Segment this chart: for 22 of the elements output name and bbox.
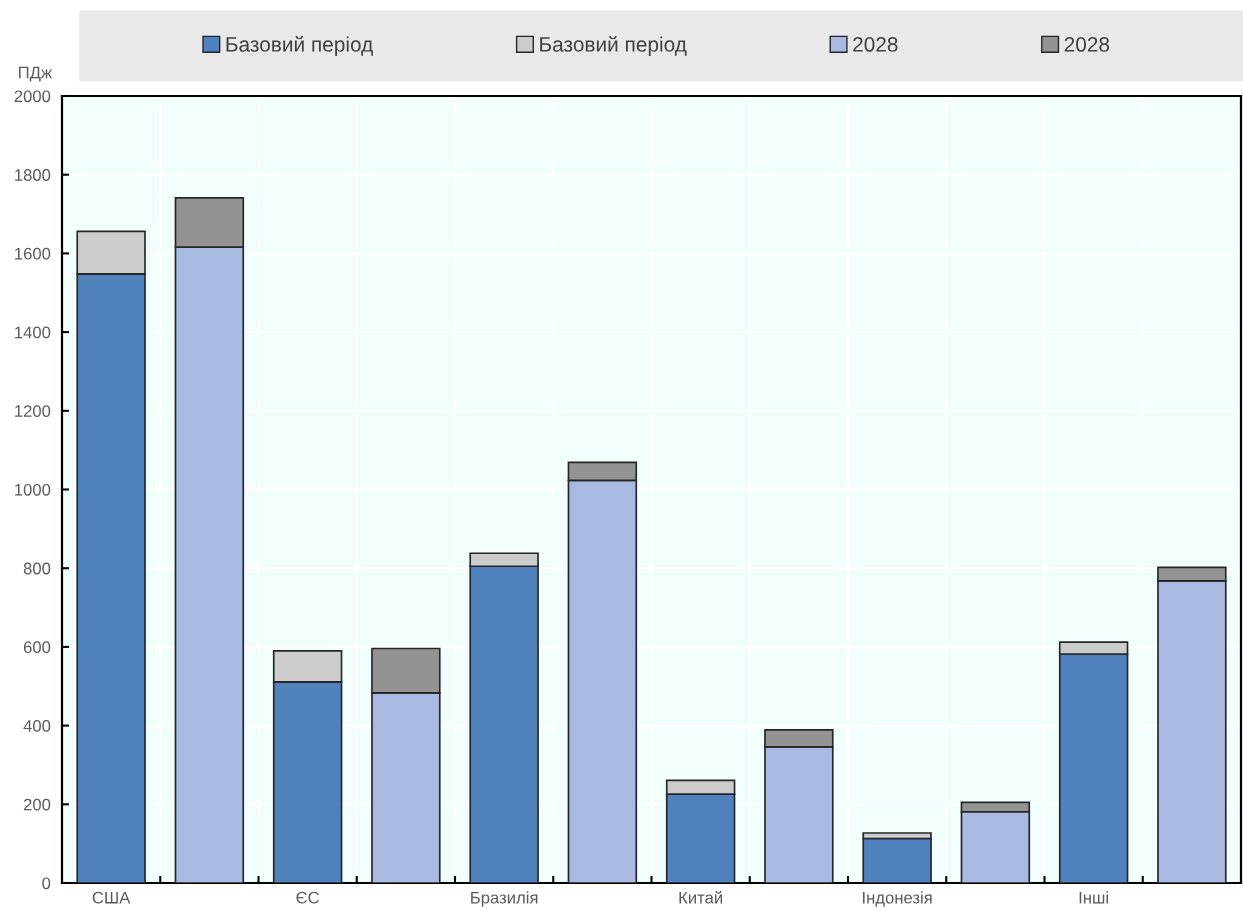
x-tick-label: Інші — [1079, 891, 1108, 904]
y-tick-label: 1600 — [15, 247, 51, 260]
y-tick-label: 0 — [42, 877, 51, 890]
legend-label: 2028 — [853, 37, 898, 52]
y-tick-label: 2000 — [14, 90, 51, 103]
y-tick-label: 1200 — [15, 405, 51, 417]
legend-label: Базовий період — [540, 36, 687, 56]
y-tick-label: 200 — [23, 798, 51, 811]
y-axis-title: ПДж — [19, 66, 53, 82]
y-tick-label: 1800 — [15, 169, 51, 181]
y-tick-label: 1000 — [15, 483, 51, 496]
x-tick-label: ЄС — [296, 891, 319, 904]
x-tick-label: Бразилія — [471, 891, 538, 907]
x-tick-label: Індонезія — [863, 891, 932, 907]
legend-label: 2028 — [1064, 37, 1110, 52]
y-tick-label: 600 — [23, 641, 51, 654]
y-tick-label: 800 — [23, 562, 51, 575]
y-tick-label: 1400 — [15, 326, 51, 339]
legend-label: Базовий період — [226, 36, 373, 56]
y-tick-label: 400 — [23, 720, 51, 732]
x-tick-label: Китай — [679, 891, 722, 904]
x-tick-label: США — [92, 891, 131, 904]
